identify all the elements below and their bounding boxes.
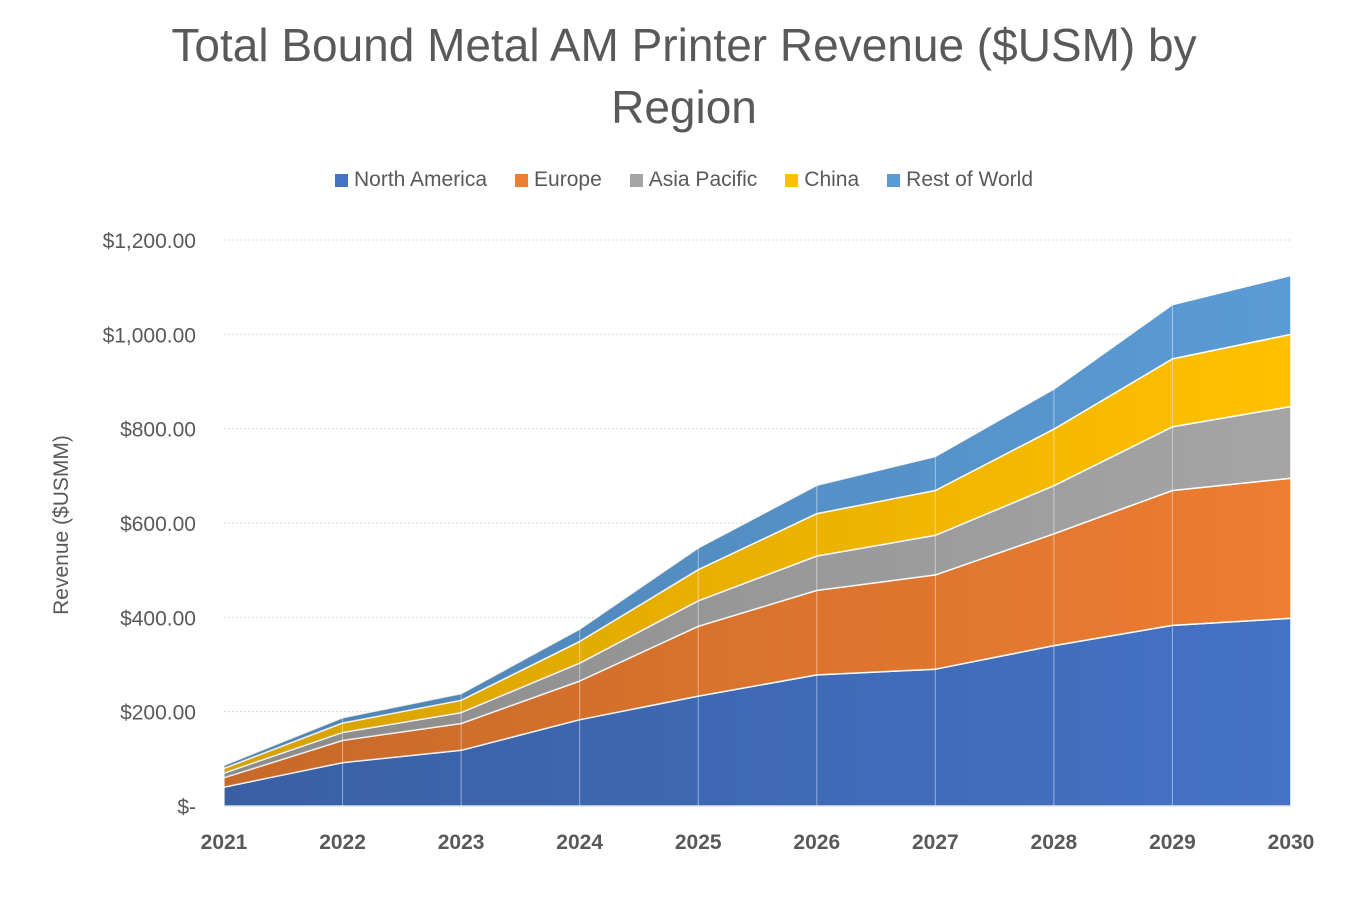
x-tick-label: 2024 <box>556 831 603 854</box>
chart-title: Total Bound Metal AM Printer Revenue ($U… <box>0 14 1368 138</box>
y-tick-label: $800.00 <box>120 419 196 442</box>
x-tick-label: 2026 <box>793 831 840 854</box>
area-shading <box>224 334 1291 773</box>
legend-swatch <box>887 173 901 187</box>
x-tick-label: 2021 <box>201 831 248 854</box>
area-shading <box>224 618 1291 806</box>
chart-title-line2: Region <box>611 81 757 133</box>
legend-label: Asia Pacific <box>648 168 758 191</box>
area-shading <box>224 406 1291 778</box>
legend-swatch <box>334 173 348 187</box>
x-tick-label: 2030 <box>1268 831 1315 854</box>
chart-title-line1: Total Bound Metal AM Printer Revenue ($U… <box>171 19 1197 71</box>
legend-swatch <box>785 173 799 187</box>
category-lines <box>224 304 1291 807</box>
x-tick-label: 2023 <box>438 831 485 854</box>
legend-label: China <box>804 168 860 191</box>
axis-labels: $- $200.00 $400.00 $600.00 $800.00 $1,000.00 $… <box>103 230 1315 854</box>
legend-label: Europe <box>534 168 602 191</box>
legend-swatch <box>629 173 643 187</box>
x-tick-label: 2022 <box>319 831 366 854</box>
x-tick-label: 2025 <box>675 831 722 854</box>
legend-label: Rest of World <box>906 168 1033 191</box>
legend-item-china: China <box>785 168 859 192</box>
chart-legend: North America Europe Asia Pacific China Rest… <box>0 168 1368 192</box>
area-shading <box>224 478 1291 788</box>
legend-item-rest-of-world: Rest of World <box>887 168 1033 192</box>
y-tick-label: $1,000.00 <box>103 324 196 347</box>
legend-item-north-america: North America <box>334 168 488 192</box>
y-tick-label: $200.00 <box>120 702 196 725</box>
legend-swatch <box>515 173 529 187</box>
x-tick-label: 2028 <box>1031 831 1078 854</box>
y-tick-label: $400.00 <box>120 607 196 630</box>
x-tick-label: 2027 <box>912 831 959 854</box>
legend-label: North America <box>353 168 488 191</box>
y-tick-label: $- <box>177 796 196 819</box>
area-shading <box>224 275 1291 769</box>
y-tick-label: $600.00 <box>120 513 196 536</box>
x-tick-label: 2029 <box>1149 831 1196 854</box>
y-axis-title: Revenue ($USMM) <box>50 435 73 615</box>
area-series <box>223 274 1292 807</box>
y-tick-label: $1,200.00 <box>103 230 196 253</box>
legend-item-europe: Europe <box>515 168 602 192</box>
legend-item-asia-pacific: Asia Pacific <box>629 168 758 192</box>
